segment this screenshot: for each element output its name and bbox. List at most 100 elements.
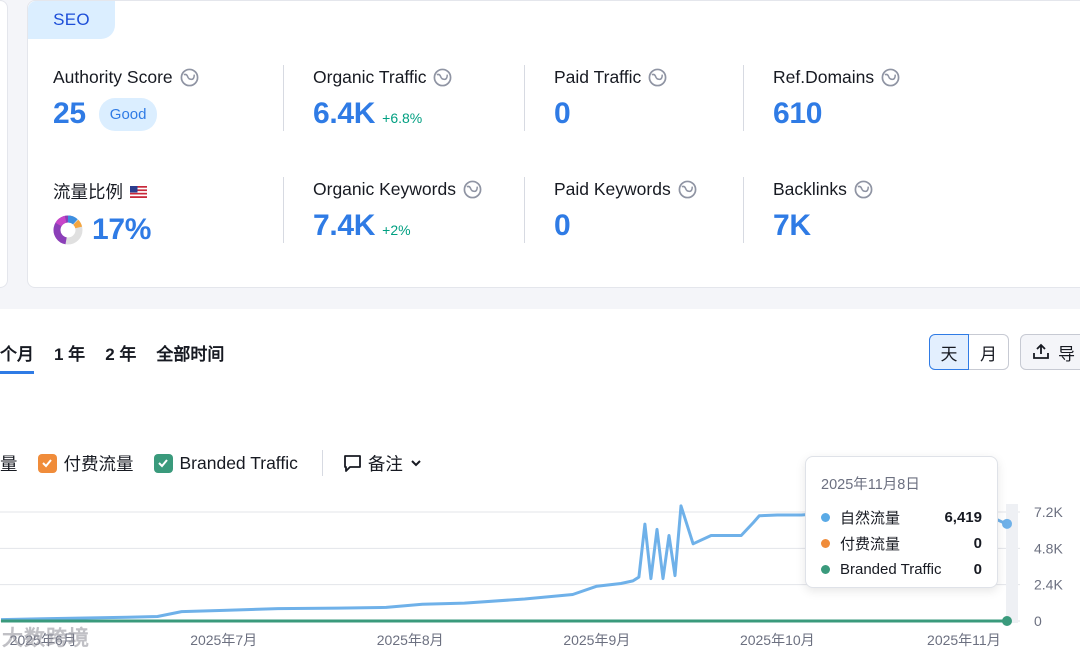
month-button[interactable]: 月 bbox=[969, 334, 1009, 370]
authority-score-value: 25 bbox=[53, 97, 86, 130]
organic-hover-point bbox=[1002, 518, 1012, 529]
tab-months[interactable]: 个月 bbox=[0, 340, 34, 374]
tooltip-series-value: 0 bbox=[973, 534, 982, 552]
notes-dropdown[interactable]: 备注 bbox=[343, 451, 423, 476]
tooltip-dot bbox=[821, 512, 830, 522]
seo-card: SEO Authority Score 25 Good Organic Traff… bbox=[27, 0, 1080, 288]
chart-legend: 量 付费流量 Branded Traffic 备注 bbox=[0, 450, 423, 476]
paid-keywords-value: 0 bbox=[554, 209, 571, 242]
check-icon bbox=[42, 459, 52, 468]
check-icon bbox=[158, 459, 168, 468]
authority-score-metric[interactable]: Authority Score 25 Good bbox=[53, 67, 199, 131]
x-tick-label: 2025年7月 bbox=[190, 632, 257, 648]
comment-icon bbox=[343, 454, 361, 472]
authority-score-label: Authority Score bbox=[53, 67, 173, 87]
ref-domains-metric[interactable]: Ref.Domains 610 bbox=[773, 67, 900, 131]
tooltip-dot bbox=[821, 564, 830, 574]
paid-traffic-value: 0 bbox=[554, 97, 571, 130]
organic-traffic-delta: +6.8% bbox=[382, 110, 423, 126]
organic-keywords-metric[interactable]: Organic Keywords 7.4K +2% bbox=[313, 179, 482, 243]
tooltip-series-name: Branded Traffic bbox=[840, 560, 942, 578]
tooltip-series-name: 付费流量 bbox=[840, 535, 901, 553]
date-range-tabs: 个月 1 年 2 年 全部时间 bbox=[0, 340, 244, 374]
legend-paid-label: 付费流量 bbox=[63, 453, 134, 474]
organic-traffic-label: Organic Traffic bbox=[313, 67, 427, 87]
tooltip-dot bbox=[821, 538, 830, 548]
tooltip-series-value: 0 bbox=[973, 560, 982, 578]
seo-tag: SEO bbox=[28, 1, 115, 39]
x-tick-label: 2025年10月 bbox=[740, 632, 815, 648]
legend-divider bbox=[321, 450, 323, 476]
y-tick-label: 0 bbox=[1034, 613, 1042, 629]
globe-icon bbox=[463, 180, 482, 199]
tooltip-row-branded: Branded Traffic 0 bbox=[821, 556, 982, 582]
paid-keywords-label: Paid Keywords bbox=[554, 179, 671, 199]
traffic-share-value: 17% bbox=[92, 213, 152, 246]
tooltip-series-value: 6,419 bbox=[944, 508, 982, 526]
authority-good-badge: Good bbox=[98, 97, 158, 131]
branded-checkbox[interactable] bbox=[153, 453, 173, 473]
traffic-share-metric[interactable]: 流量比例 17% bbox=[53, 179, 151, 247]
divider bbox=[743, 65, 744, 131]
watermark: 大数跨境 bbox=[2, 627, 90, 650]
divider bbox=[283, 177, 284, 243]
x-tick-label: 2025年11月 bbox=[927, 632, 1001, 648]
us-flag-icon bbox=[130, 185, 147, 198]
hover-band bbox=[1006, 504, 1018, 623]
notes-label: 备注 bbox=[367, 453, 403, 474]
legend-branded[interactable]: Branded Traffic bbox=[153, 452, 298, 474]
tooltip-series-name: 自然流量 bbox=[840, 509, 901, 527]
organic-traffic-metric[interactable]: Organic Traffic 6.4K +6.8% bbox=[313, 67, 452, 131]
divider bbox=[283, 65, 284, 131]
y-tick-label: 2.4K bbox=[1034, 577, 1063, 593]
divider bbox=[524, 65, 525, 131]
left-panel-edge bbox=[0, 0, 8, 288]
export-icon bbox=[1033, 343, 1049, 359]
tooltip-date: 2025年11月8日 bbox=[821, 477, 920, 493]
globe-icon bbox=[881, 68, 900, 87]
divider bbox=[524, 177, 525, 243]
organic-keywords-delta: +2% bbox=[382, 222, 411, 238]
tooltip-row-organic: 自然流量 6,419 bbox=[821, 504, 982, 530]
paid-checkbox[interactable] bbox=[37, 453, 57, 473]
paid-traffic-label: Paid Traffic bbox=[554, 67, 642, 87]
x-tick-label: 2025年6月 bbox=[10, 632, 77, 648]
legend-organic[interactable]: 量 bbox=[0, 451, 18, 476]
organic-keywords-value: 7.4K bbox=[313, 209, 376, 242]
backlinks-metric[interactable]: Backlinks 7K bbox=[773, 179, 873, 243]
granularity-toggle: 天 月 bbox=[929, 334, 1009, 370]
backlinks-value: 7K bbox=[773, 209, 811, 242]
x-tick-label: 2025年9月 bbox=[563, 632, 630, 648]
backlinks-label: Backlinks bbox=[773, 179, 847, 199]
legend-organic-label: 量 bbox=[0, 453, 18, 474]
organic-keywords-label: Organic Keywords bbox=[313, 179, 456, 199]
tab-2-years[interactable]: 2 年 bbox=[105, 345, 137, 364]
branded-hover-point bbox=[1002, 616, 1012, 626]
tooltip-row-paid: 付费流量 0 bbox=[821, 530, 982, 556]
export-label: 导 bbox=[1058, 344, 1075, 364]
traffic-share-label: 流量比例 bbox=[53, 182, 123, 202]
globe-icon bbox=[854, 180, 873, 199]
chevron-down-icon bbox=[411, 460, 421, 467]
ref-domains-value: 610 bbox=[773, 97, 823, 130]
y-tick-label: 4.8K bbox=[1034, 540, 1063, 556]
globe-icon bbox=[434, 68, 452, 87]
x-tick-label: 2025年8月 bbox=[377, 632, 444, 648]
organic-traffic-value: 6.4K bbox=[313, 97, 376, 130]
export-button[interactable]: 导 bbox=[1020, 334, 1080, 370]
divider bbox=[743, 177, 744, 243]
globe-icon bbox=[648, 68, 667, 87]
ref-domains-label: Ref.Domains bbox=[773, 67, 875, 87]
globe-icon bbox=[180, 68, 199, 87]
tab-1-year[interactable]: 1 年 bbox=[54, 345, 86, 364]
legend-paid[interactable]: 付费流量 bbox=[37, 451, 134, 476]
day-button[interactable]: 天 bbox=[929, 334, 969, 370]
globe-icon bbox=[678, 180, 697, 199]
traffic-share-donut-icon bbox=[53, 215, 83, 245]
paid-traffic-metric[interactable]: Paid Traffic 0 bbox=[554, 67, 667, 131]
chart-tooltip: 2025年11月8日 自然流量 6,419 付费流量 0 Branded Tra… bbox=[805, 456, 998, 588]
tab-all-time[interactable]: 全部时间 bbox=[156, 345, 225, 364]
paid-keywords-metric[interactable]: Paid Keywords 0 bbox=[554, 179, 697, 243]
legend-branded-label: Branded Traffic bbox=[179, 452, 298, 473]
traffic-line-chart: 7.2K 4.8K 2.4K 0 2025年6月 2025年7月 2025年8月 2025年9… bbox=[0, 503, 1063, 648]
